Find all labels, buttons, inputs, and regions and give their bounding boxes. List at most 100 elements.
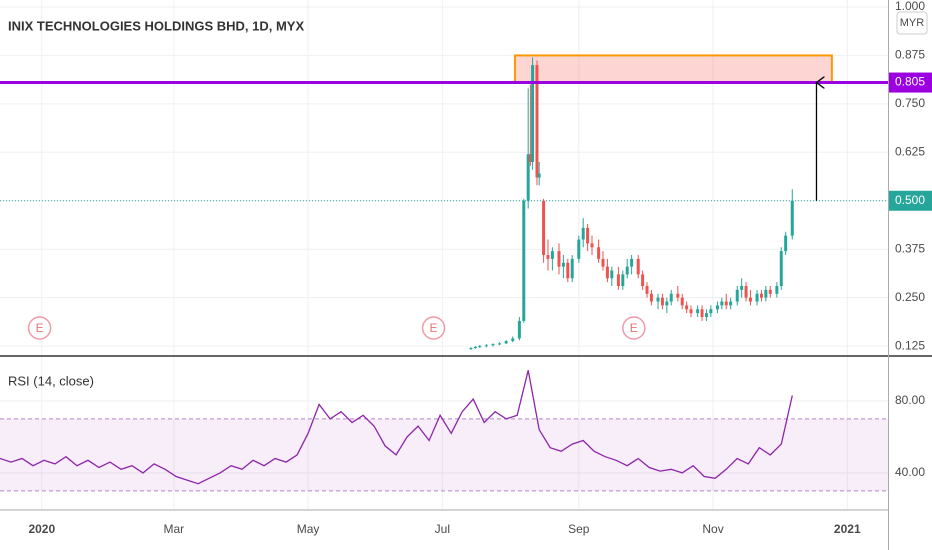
axes: 2020 Mar May Jul Sep Nov 2021 0.125 0.250 0.375 0.… xyxy=(28,0,932,536)
price-label: 0.500 xyxy=(895,193,925,207)
x-tick-label: Nov xyxy=(702,522,723,536)
rsi-panel xyxy=(0,370,888,492)
candle-body xyxy=(775,286,779,294)
candle-body xyxy=(526,154,530,201)
x-tick-label: Sep xyxy=(568,522,590,536)
y-tick-label: 0.875 xyxy=(895,48,925,62)
price-panel xyxy=(0,54,888,350)
y-tick-label: 1.000 xyxy=(895,0,925,13)
candle-body xyxy=(649,293,653,302)
candle-body xyxy=(636,258,640,275)
candle-body xyxy=(542,200,546,256)
candle-body xyxy=(550,251,554,259)
candle-body xyxy=(696,309,700,314)
candle-body xyxy=(680,297,684,306)
candle-body xyxy=(669,293,673,302)
candle-body xyxy=(597,247,601,259)
currency-label: MYR xyxy=(900,17,925,29)
candle-body xyxy=(645,286,649,294)
candle-body xyxy=(581,227,585,240)
candle-body xyxy=(535,65,539,178)
y-tick-label: 40.00 xyxy=(895,465,925,479)
target-zone xyxy=(513,54,833,84)
candle-body xyxy=(735,289,739,302)
candle-body xyxy=(531,65,535,162)
candle-body xyxy=(570,258,574,279)
candle-body xyxy=(630,258,634,267)
rsi-title: RSI (14, close) xyxy=(8,373,94,388)
candle-body xyxy=(498,343,502,345)
earnings-marker xyxy=(421,316,446,340)
candle-body xyxy=(491,344,495,346)
candle-body xyxy=(744,286,748,298)
candle-body xyxy=(577,239,581,259)
candle-body xyxy=(724,301,728,306)
candle-body xyxy=(709,309,713,314)
earnings-label: E xyxy=(36,321,44,335)
candle-body xyxy=(625,266,629,275)
candle-body xyxy=(469,348,473,350)
x-tick-label: Mar xyxy=(164,522,185,536)
candle-body xyxy=(790,200,794,236)
rsi-line xyxy=(0,370,793,485)
x-tick-label: Jul xyxy=(435,522,450,536)
candle-body xyxy=(656,297,660,302)
candle-body xyxy=(484,345,488,347)
candle-body xyxy=(755,293,759,302)
y-tick-label: 80.00 xyxy=(895,393,925,407)
candle-body xyxy=(511,338,515,342)
y-tick-label: 0.750 xyxy=(895,96,925,110)
candle-body xyxy=(715,305,719,310)
candle-body xyxy=(704,313,708,318)
y-tick-label: 0.625 xyxy=(895,144,925,158)
candle-body xyxy=(748,297,752,302)
earnings-marker xyxy=(622,316,646,340)
candle-body xyxy=(676,293,680,298)
earnings-label: E xyxy=(430,321,438,335)
candle-body xyxy=(740,286,744,290)
earnings-label: E xyxy=(630,321,638,335)
candle-body xyxy=(616,274,620,287)
candle-body xyxy=(557,251,561,267)
candle-body xyxy=(768,289,772,294)
candle-body xyxy=(517,320,521,339)
chart-title: INIX TECHNOLOGIES HOLDINGS BHD, 1D, MYX xyxy=(8,18,304,33)
y-tick-label: 0.125 xyxy=(895,338,925,352)
candle-body xyxy=(621,274,625,287)
y-tick-label: 0.375 xyxy=(895,241,925,255)
candle-body xyxy=(528,154,532,162)
candle-body xyxy=(566,262,570,279)
candle-body xyxy=(665,301,669,306)
candle-body xyxy=(779,251,783,287)
candle-body xyxy=(759,293,763,298)
candle-body xyxy=(720,301,724,306)
price-label-box xyxy=(889,190,932,211)
price-label-box xyxy=(889,72,932,93)
currency-box[interactable] xyxy=(896,11,928,35)
candle-body xyxy=(660,297,664,306)
candle-body xyxy=(586,227,590,244)
candle-body xyxy=(610,270,614,279)
candle-body xyxy=(473,346,477,349)
candle-body xyxy=(700,309,704,318)
y-tick-label: 0.250 xyxy=(895,290,925,304)
candle-body xyxy=(685,305,689,310)
candle-body xyxy=(478,346,482,348)
candle-body xyxy=(561,262,565,267)
candle-body xyxy=(590,243,594,248)
candle-body xyxy=(522,200,526,321)
candle-body xyxy=(641,274,645,287)
candle-body xyxy=(764,289,768,298)
candle-body xyxy=(729,301,733,306)
x-tick-label: 2021 xyxy=(834,522,861,536)
earnings-marker xyxy=(27,316,52,340)
candle-body xyxy=(504,341,508,344)
price-label: 0.805 xyxy=(895,75,925,89)
x-tick-label: May xyxy=(297,522,320,536)
candle-body xyxy=(546,255,550,259)
x-tick-label: 2020 xyxy=(28,522,55,536)
rsi-band xyxy=(0,418,888,491)
candle-body xyxy=(537,173,541,178)
candle-body xyxy=(605,266,609,279)
